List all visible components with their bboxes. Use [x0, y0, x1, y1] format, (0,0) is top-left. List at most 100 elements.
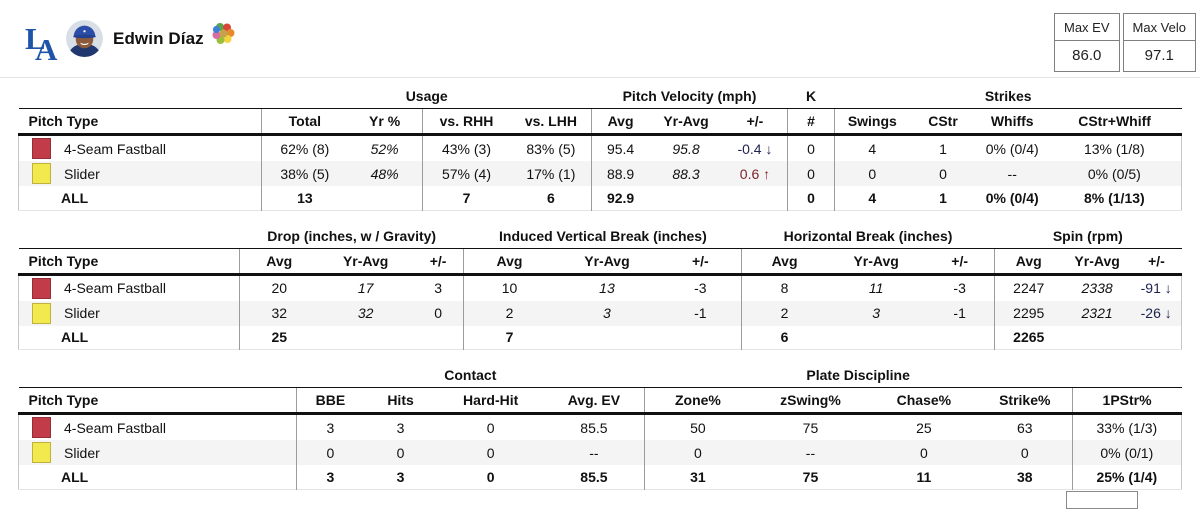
- column-header: Yr-Avg: [826, 247, 926, 276]
- stat-cell: --: [976, 161, 1048, 186]
- stat-cell: 33% (1/3): [1071, 413, 1182, 440]
- column-header: vs. LHH: [510, 108, 592, 136]
- stat-cell: 43% (3): [421, 134, 511, 161]
- pitch-name: 4-Seam Fastball: [64, 280, 166, 296]
- movement-spin-table: Drop (inches, w / Gravity) Induced Vertic…: [18, 228, 1182, 351]
- pitch-row: 4-Seam Fastball 62% (8) 52% 43% (3) 83% (5) 9…: [19, 134, 1182, 161]
- stat-cell: 0: [486, 468, 495, 485]
- column-header: Pitch Type: [18, 387, 297, 415]
- stat-cell: 0% (0/5): [1047, 161, 1182, 186]
- group-header: Usage: [405, 88, 448, 104]
- group-header: Plate Discipline: [806, 367, 910, 383]
- stat-cell: 2247: [993, 274, 1063, 301]
- stat-cell: 0% (0/1): [1071, 440, 1182, 465]
- stat-cell: 63: [1016, 419, 1033, 436]
- column-header: Hits: [363, 387, 438, 415]
- stat-cell: 0: [977, 440, 1073, 465]
- stat-cell: 13: [261, 186, 348, 210]
- column-header-row: Pitch Type Total Yr % vs. RHH vs. LHH Avg Yr-A…: [18, 108, 1182, 136]
- stat-cell: 83% (5): [526, 140, 576, 157]
- stat-cell: [413, 326, 464, 350]
- stat-cell: 0: [786, 186, 835, 210]
- max-velo-value: 97.1: [1144, 47, 1174, 64]
- pitch-type-cell: Slider: [18, 440, 297, 465]
- group-header-row: Contact Plate Discipline: [19, 367, 1182, 388]
- column-header: +/-: [925, 247, 995, 276]
- stat-cell: -26 ↓: [1131, 300, 1182, 326]
- stat-cell: -91 ↓: [1140, 280, 1172, 296]
- pitch-row: Slider 32 32 0 2 3 -1 2 3 -1 2295 2321 -26 ↓: [18, 300, 1182, 326]
- stat-cell: 2: [741, 300, 827, 326]
- stat-cell: 32: [318, 300, 413, 326]
- max-stat-boxes: Max EV 86.0 Max Velo 97.1: [1054, 13, 1196, 72]
- player-avatar: [66, 20, 103, 57]
- stat-cell: 85.5: [580, 468, 608, 485]
- stat-cell: 3: [434, 280, 442, 296]
- stat-cell: 11: [868, 280, 884, 296]
- stat-cell: 0: [786, 134, 835, 161]
- stat-cell: 8% (1/13): [1083, 189, 1145, 206]
- stat-cell: -1: [925, 300, 995, 326]
- column-header: Avg: [591, 108, 649, 136]
- totals-label: ALL: [61, 468, 89, 485]
- stat-cell: 0: [869, 440, 978, 465]
- column-header: Avg: [993, 247, 1063, 276]
- column-header: Avg: [741, 247, 827, 276]
- stat-cell: 4: [834, 186, 910, 210]
- column-header-row: Pitch Type Avg Yr-Avg +/- Avg Yr-Avg +/- Avg Yr-…: [18, 247, 1182, 276]
- pitch-row: Slider 38% (5) 48% 57% (4) 17% (1) 88.9 88.3 0.…: [18, 161, 1182, 186]
- fourseam-color-swatch: [32, 138, 51, 159]
- totals-row: ALL 25 7 6 2265: [19, 325, 1182, 350]
- group-header: Strikes: [984, 88, 1032, 104]
- column-header: Strike%: [977, 387, 1073, 415]
- pitch-row: 4-Seam Fastball 20 17 3 10 13 -3 8 11 -3 2247 2338 -…: [19, 274, 1182, 301]
- pitch-row: 4-Seam Fastball 3 3 0 85.5 50 75 25 63 33% (1/3): [19, 413, 1182, 440]
- stat-cell: [926, 326, 995, 350]
- stat-cell: 10: [463, 274, 555, 301]
- group-header: [19, 88, 262, 109]
- stat-cell: 17: [357, 280, 374, 296]
- column-header: CStr+Whiff: [1047, 108, 1182, 136]
- stat-cell: 0: [834, 161, 910, 186]
- group-header: Induced Vertical Break (inches): [499, 227, 707, 244]
- column-header: Total: [261, 108, 348, 136]
- stat-cell: 88.9: [591, 161, 649, 186]
- stat-cell: 0: [412, 300, 464, 326]
- stat-cell: -0.4 ↓: [737, 140, 773, 157]
- stat-cell: 88.3: [648, 161, 724, 186]
- stat-cell: 3: [396, 468, 405, 485]
- fourseam-color-swatch: [32, 277, 51, 299]
- stat-cell: 0: [786, 161, 835, 186]
- group-header: [19, 228, 240, 249]
- group-header-row: Drop (inches, w / Gravity) Induced Vertic…: [19, 228, 1182, 249]
- stat-cell: 2338: [1081, 280, 1113, 296]
- stat-cell: [659, 326, 742, 350]
- stat-cell: [1063, 326, 1132, 350]
- max-ev-value: 86.0: [1072, 47, 1102, 64]
- stat-cell: 7: [421, 186, 511, 210]
- stat-cell: 25% (1/4): [1071, 465, 1182, 489]
- group-header: Spin (rpm): [1052, 227, 1123, 244]
- stat-cell: 4: [834, 134, 910, 161]
- stat-cell: 17% (1): [510, 161, 592, 186]
- column-header: Yr-Avg: [554, 247, 660, 276]
- stat-cell: 95.8: [672, 140, 700, 157]
- pitch-name: Slider: [64, 165, 100, 182]
- stat-cell: 31: [643, 465, 752, 489]
- stat-cell: 2321: [1062, 300, 1132, 326]
- stat-cell: 85.5: [580, 419, 608, 436]
- stat-cell: [723, 186, 787, 210]
- group-header: [1072, 367, 1181, 388]
- stat-cell: 3: [396, 419, 405, 436]
- column-header: Pitch Type: [18, 108, 262, 136]
- pitch-type-cell: 4-Seam Fastball: [19, 274, 240, 301]
- slider-color-swatch: [32, 302, 51, 324]
- column-header: Pitch Type: [18, 247, 240, 276]
- stat-cell: 2265: [993, 325, 1063, 350]
- slider-color-swatch: [32, 442, 51, 463]
- stat-cell: 7: [463, 325, 555, 350]
- column-header: Yr-Avg: [1062, 247, 1132, 276]
- stat-cell: 52%: [370, 140, 399, 157]
- column-header: #: [786, 108, 835, 136]
- max-velo-box: Max Velo 97.1: [1122, 13, 1196, 72]
